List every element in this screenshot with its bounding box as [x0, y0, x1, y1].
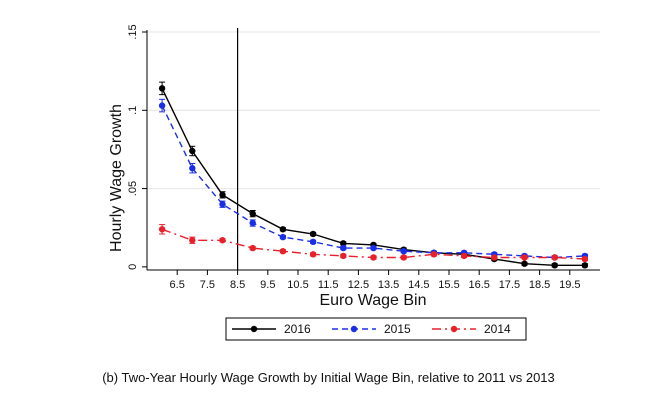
legend-marker [250, 325, 258, 333]
x-tick-label: 6.5 [170, 279, 185, 291]
x-tick-label: 19.5 [559, 279, 580, 291]
series-2015 [158, 98, 589, 261]
data-point [309, 230, 317, 238]
data-point [340, 244, 347, 252]
data-point [219, 237, 226, 244]
series-line-2015 [161, 105, 585, 259]
data-point [491, 254, 498, 261]
x-tick-label: 15.5 [438, 279, 459, 291]
data-point [521, 260, 528, 267]
data-point [581, 255, 589, 263]
y-tick-label: .15 [127, 24, 139, 39]
data-point [581, 262, 589, 269]
legend-marker [350, 325, 358, 333]
x-tick-label: 9.5 [260, 279, 275, 291]
data-point [430, 251, 438, 258]
data-point [158, 102, 166, 109]
data-point [249, 244, 256, 252]
x-tick-label: 12.5 [348, 279, 369, 291]
data-point [158, 85, 166, 92]
data-point [370, 244, 377, 252]
x-axis-label: Euro Wage Bin [319, 292, 426, 309]
data-point [400, 248, 407, 255]
data-point [219, 201, 226, 208]
data-point [189, 147, 196, 155]
data-point [309, 251, 317, 258]
x-tick-label: 10.5 [287, 279, 308, 291]
legend: 2016 2015 2014 [225, 317, 527, 341]
x-tick-label: 7.5 [200, 279, 215, 291]
wage-growth-chart: 0 .05 .1 .15 6.5 7.5 8.5 9.5 10.5 11.5 12.5 13.5 14.… [108, 24, 600, 341]
data-point [249, 219, 256, 227]
data-point [189, 165, 196, 172]
data-point [551, 262, 558, 269]
data-point [521, 254, 528, 261]
data-point [340, 240, 347, 247]
y-tick-label: 0 [127, 264, 139, 270]
legend-label: 2015 [384, 322, 411, 336]
x-tick-label: 13.5 [378, 279, 399, 291]
x-tick-label: 16.5 [468, 279, 489, 291]
data-point [370, 254, 377, 261]
series-layer [158, 81, 589, 269]
data-point [279, 233, 287, 241]
data-point [189, 237, 196, 244]
x-tick-label: 11.5 [318, 279, 339, 291]
series-2014 [158, 224, 589, 263]
legend-label: 2016 [284, 322, 311, 336]
legend-label: 2014 [484, 322, 511, 336]
x-tick-label: 17.5 [499, 279, 520, 291]
data-point [249, 210, 256, 217]
data-point [219, 191, 226, 199]
data-point [309, 238, 317, 246]
x-tick-label: 18.5 [529, 279, 550, 291]
data-point [460, 252, 468, 260]
y-tick-label: .1 [127, 106, 139, 115]
data-point [340, 252, 347, 260]
series-line-2016 [161, 88, 585, 266]
data-point [279, 226, 287, 233]
y-axis-label: Hourly Wage Growth [108, 104, 125, 252]
axes-layer: 0 .05 .1 .15 6.5 7.5 8.5 9.5 10.5 11.5 12.5 13.5 14.… [127, 24, 600, 291]
x-tick-label: 14.5 [408, 279, 429, 291]
y-tick-label: .05 [127, 181, 139, 196]
grid-layer [147, 31, 600, 190]
data-point [400, 254, 407, 261]
legend-marker [450, 325, 458, 333]
data-point [551, 254, 558, 261]
x-tick-label: 8.5 [230, 279, 245, 291]
data-point [158, 226, 166, 233]
figure-caption: (b) Two-Year Hourly Wage Growth by Initi… [102, 370, 555, 385]
data-point [279, 248, 287, 255]
